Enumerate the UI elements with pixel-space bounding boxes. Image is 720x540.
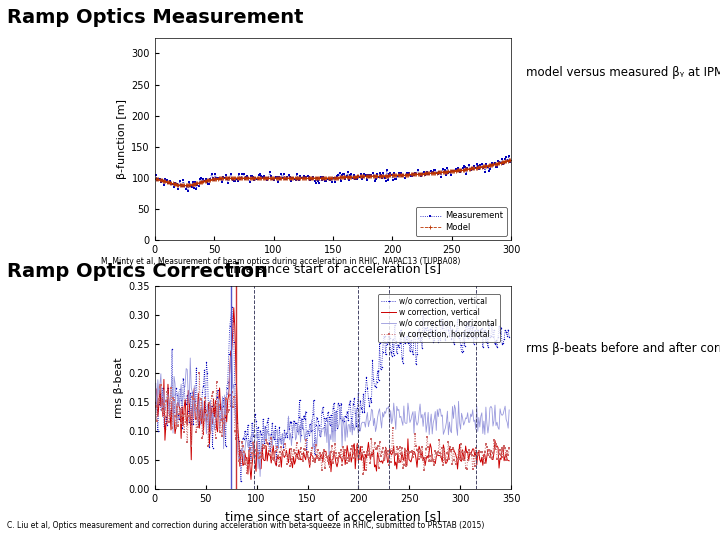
Text: Ramp Optics Correction: Ramp Optics Correction [7, 262, 268, 281]
w/o correction, horizontal [247, 433, 256, 440]
w/o correction, horizontal [502, 416, 510, 423]
w/o correction, vertical [362, 374, 371, 381]
Text: Ramp Optics Measurement: Ramp Optics Measurement [7, 8, 304, 27]
Line: w correction, horizontal: w correction, horizontal [154, 371, 510, 476]
Measurement [153, 177, 161, 184]
Line: w correction, vertical: w correction, vertical [156, 308, 509, 480]
w correction, vertical [505, 457, 513, 464]
Measurement [474, 163, 482, 170]
w/o correction, vertical [151, 400, 160, 406]
w correction, horizontal [359, 471, 368, 477]
w/o correction, vertical [502, 329, 510, 335]
w/o correction, vertical [228, 303, 236, 310]
Model [369, 173, 378, 179]
w correction, vertical [230, 305, 238, 311]
Model [153, 176, 161, 183]
Measurement [505, 153, 513, 159]
X-axis label: time since start of acceleration [s]: time since start of acceleration [s] [225, 510, 441, 523]
Measurement [505, 158, 514, 165]
w correction, horizontal [505, 445, 513, 451]
Measurement [369, 172, 378, 179]
Y-axis label: rms β-beat: rms β-beat [114, 357, 124, 418]
w correction, vertical [248, 462, 256, 468]
X-axis label: time since start of acceleration [s]: time since start of acceleration [s] [225, 262, 441, 275]
Model [505, 157, 514, 163]
Model [451, 167, 460, 174]
w correction, horizontal [492, 440, 500, 447]
w correction, vertical [502, 450, 510, 457]
Text: rms β-beats before and after correction: rms β-beats before and after correction [526, 342, 720, 355]
Measurement [152, 172, 161, 178]
w/o correction, vertical [237, 478, 246, 484]
w correction, horizontal [315, 450, 324, 457]
Measurement [184, 188, 192, 194]
w/o correction, vertical [505, 334, 513, 340]
w correction, horizontal [247, 460, 256, 466]
Measurement [362, 176, 371, 183]
Model [364, 173, 372, 179]
w/o correction, horizontal [317, 434, 325, 440]
w correction, horizontal [362, 467, 371, 474]
Line: w/o correction, horizontal: w/o correction, horizontal [156, 354, 509, 476]
w correction, vertical [151, 405, 160, 411]
w/o correction, vertical [248, 420, 256, 426]
Model [474, 164, 482, 171]
w/o correction, horizontal [492, 422, 500, 429]
w correction, vertical [492, 444, 500, 450]
w/o correction, vertical [317, 428, 325, 434]
w/o correction, horizontal [228, 350, 236, 357]
Measurement [364, 171, 372, 178]
w correction, horizontal [341, 446, 349, 453]
Y-axis label: β-function [m]: β-function [m] [117, 99, 127, 179]
w correction, horizontal [151, 403, 160, 410]
w correction, horizontal [195, 369, 204, 376]
w/o correction, horizontal [151, 380, 160, 387]
Line: w/o correction, vertical: w/o correction, vertical [154, 305, 510, 483]
w/o correction, horizontal [342, 417, 351, 423]
Line: Measurement: Measurement [155, 155, 511, 192]
Text: model versus measured βᵧ at IPM: model versus measured βᵧ at IPM [526, 66, 720, 79]
w correction, vertical [342, 454, 351, 460]
w/o correction, vertical [492, 337, 500, 343]
Line: Model: Model [154, 158, 512, 187]
w correction, vertical [362, 455, 371, 461]
Legend: w/o correction, vertical, w correction, vertical, w/o correction, horizontal, w : w/o correction, vertical, w correction, … [378, 294, 500, 342]
w/o correction, horizontal [505, 407, 513, 413]
Legend: Measurement, Model: Measurement, Model [415, 207, 507, 236]
Measurement [451, 166, 460, 173]
Text: M. Minty et al, Measurement of beam optics during acceleration in RHIC, NAPAC13 : M. Minty et al, Measurement of beam opti… [101, 256, 460, 266]
w correction, horizontal [502, 457, 510, 464]
Model [362, 173, 371, 179]
w correction, vertical [317, 451, 325, 458]
w correction, vertical [247, 476, 256, 483]
w/o correction, vertical [342, 414, 351, 421]
Text: C. Liu et al, Optics measurement and correction during acceleration with beta-sq: C. Liu et al, Optics measurement and cor… [7, 521, 485, 530]
w/o correction, horizontal [362, 415, 371, 421]
w/o correction, horizontal [256, 473, 264, 480]
Model [180, 182, 189, 188]
Model [152, 176, 161, 183]
